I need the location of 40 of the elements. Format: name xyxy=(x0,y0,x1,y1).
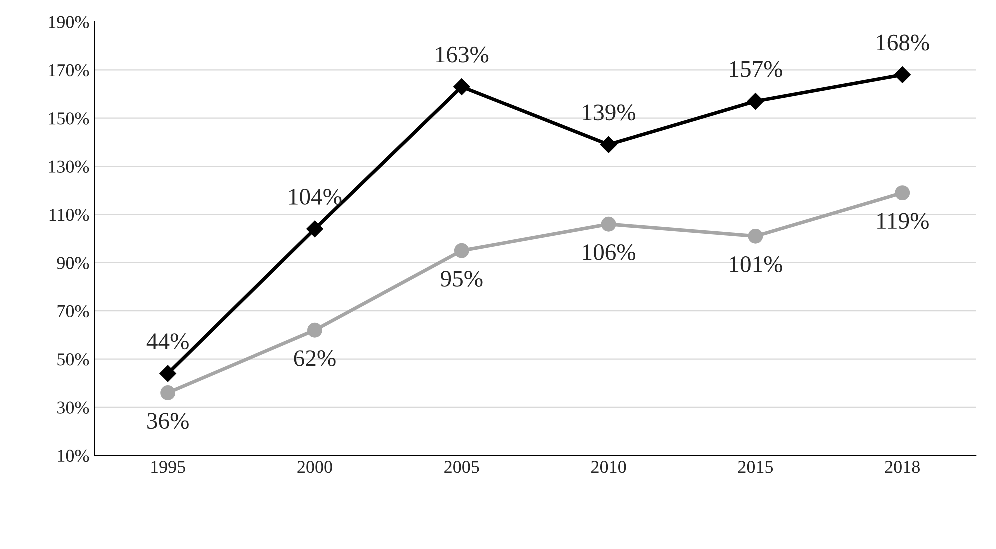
x-tick-label: 1995 xyxy=(152,461,186,474)
data-label: 95% xyxy=(441,270,483,287)
x-tick-label: 2015 xyxy=(738,461,774,474)
data-label: 101% xyxy=(730,256,782,273)
point xyxy=(160,386,176,400)
x-tick-label: 2005 xyxy=(444,461,480,474)
y-tick-label: 70% xyxy=(58,305,90,318)
data-label: 139% xyxy=(583,104,636,121)
point xyxy=(160,365,176,382)
y-tick-label: 170% xyxy=(49,64,90,77)
y-tick-label: 190% xyxy=(49,16,90,28)
point xyxy=(601,216,616,232)
point xyxy=(748,228,764,244)
point xyxy=(747,93,764,110)
point xyxy=(454,78,470,96)
x-tick-label: 2018 xyxy=(885,461,920,474)
y-tick-label: 10% xyxy=(58,450,90,462)
point xyxy=(454,243,470,258)
y-tick-label: 150% xyxy=(49,112,90,125)
y-tick-label: 50% xyxy=(58,354,90,366)
y-tick-label: 130% xyxy=(49,160,90,174)
data-label: 163% xyxy=(436,46,489,63)
data-label: 62% xyxy=(294,350,336,367)
data-label: 119% xyxy=(878,213,929,230)
point xyxy=(600,136,618,154)
data-label: 168% xyxy=(877,34,930,51)
data-label: 104% xyxy=(290,189,342,206)
data-label: 44% xyxy=(146,334,189,350)
x-tick-label: 2010 xyxy=(592,461,626,474)
data-label: 106% xyxy=(583,244,636,260)
x-tick-label: 2000 xyxy=(298,461,332,474)
y-tick-label: 110% xyxy=(50,208,90,222)
data-label: 36% xyxy=(148,413,189,430)
point xyxy=(308,322,322,338)
y-tick-label: 90% xyxy=(57,257,90,270)
point xyxy=(894,66,911,84)
point xyxy=(895,186,910,200)
point xyxy=(306,220,324,238)
data-label: 157% xyxy=(730,61,782,78)
y-tick-label: 30% xyxy=(58,402,90,414)
